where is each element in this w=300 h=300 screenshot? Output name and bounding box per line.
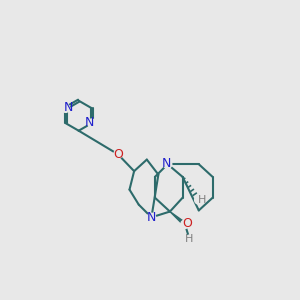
Circle shape [181,220,189,228]
Circle shape [61,104,70,112]
Text: H: H [198,195,206,205]
Text: O: O [182,217,192,230]
Text: N: N [85,116,94,129]
Circle shape [88,119,96,128]
Circle shape [185,235,194,243]
Text: N: N [147,211,156,224]
Circle shape [195,196,203,204]
Text: O: O [113,148,123,161]
Text: H: H [185,234,194,244]
Circle shape [147,213,156,221]
Circle shape [114,150,122,158]
Circle shape [164,160,172,168]
Polygon shape [170,212,186,226]
Text: N: N [63,101,73,114]
Text: N: N [162,157,171,169]
